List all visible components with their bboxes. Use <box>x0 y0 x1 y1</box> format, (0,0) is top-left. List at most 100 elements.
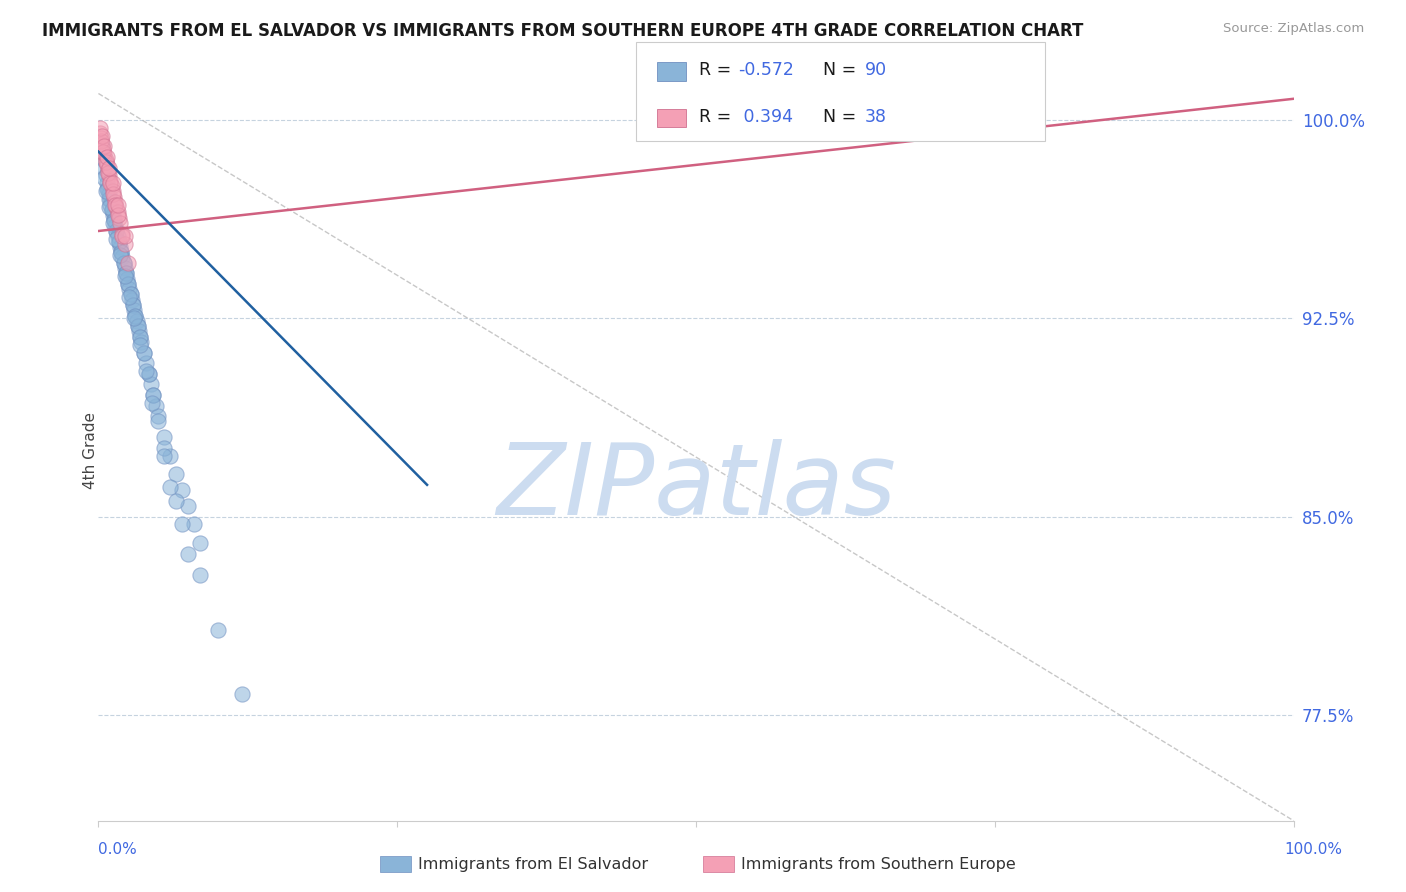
Point <box>91 145 114 159</box>
Point <box>108 216 131 230</box>
Point <box>114 229 136 244</box>
Point <box>110 245 132 260</box>
Point <box>101 177 124 191</box>
Point <box>98 169 121 183</box>
Point <box>124 309 146 323</box>
Point <box>139 377 162 392</box>
Point <box>131 334 153 349</box>
Point <box>159 481 181 495</box>
Point <box>98 177 122 191</box>
Point <box>125 314 148 328</box>
Point <box>96 182 118 196</box>
Point <box>91 136 114 151</box>
Text: 0.394: 0.394 <box>738 108 793 126</box>
Point <box>165 493 187 508</box>
Point <box>172 517 194 532</box>
Point <box>93 147 115 161</box>
Point <box>124 311 146 326</box>
Text: 38: 38 <box>865 108 887 126</box>
Point <box>98 200 121 214</box>
Point <box>117 256 139 270</box>
Point <box>105 224 128 238</box>
Point <box>114 260 136 275</box>
Point <box>91 128 114 143</box>
Point <box>98 197 122 211</box>
Point <box>90 131 112 145</box>
Point <box>96 158 118 172</box>
Point <box>172 483 194 497</box>
Point <box>100 202 122 217</box>
Point <box>107 197 129 211</box>
Point <box>98 161 121 175</box>
Point <box>127 319 149 334</box>
Point <box>145 399 167 413</box>
Point <box>101 208 124 222</box>
Point <box>121 293 143 307</box>
Point <box>91 142 114 156</box>
Point <box>98 192 122 206</box>
Point <box>89 120 111 135</box>
Point <box>177 547 200 561</box>
Point <box>118 282 141 296</box>
Point <box>93 161 115 175</box>
Point <box>188 567 211 582</box>
Point <box>103 197 125 211</box>
Point <box>107 208 129 222</box>
Point <box>110 245 132 260</box>
Point <box>107 235 129 249</box>
Point <box>94 153 117 167</box>
Point <box>111 229 134 244</box>
Point <box>97 182 120 196</box>
Point <box>122 298 145 312</box>
Point <box>115 266 138 280</box>
Point <box>94 185 117 199</box>
Point <box>90 134 112 148</box>
Point <box>148 414 170 428</box>
Point <box>108 248 131 262</box>
Point <box>231 687 253 701</box>
Point <box>127 319 149 334</box>
Text: 100.0%: 100.0% <box>1285 842 1343 856</box>
Point <box>105 200 128 214</box>
Point <box>129 330 152 344</box>
Point <box>107 235 129 249</box>
Point <box>153 449 176 463</box>
Point <box>107 211 129 225</box>
Point <box>93 153 115 167</box>
Text: 0.0%: 0.0% <box>98 842 138 856</box>
Point <box>103 213 125 227</box>
Point <box>159 449 181 463</box>
Point <box>128 325 150 339</box>
Text: Immigrants from El Salvador: Immigrants from El Salvador <box>418 857 648 871</box>
Point <box>94 155 117 169</box>
Point <box>94 169 117 183</box>
Text: R =: R = <box>699 61 737 78</box>
Point <box>107 205 129 219</box>
Point <box>96 177 118 191</box>
Point <box>124 303 146 318</box>
Point <box>135 356 157 370</box>
Point <box>93 171 115 186</box>
Point <box>115 266 138 280</box>
Point <box>104 194 127 209</box>
Text: N =: N = <box>823 61 862 78</box>
Text: -0.572: -0.572 <box>738 61 794 78</box>
Point <box>135 364 157 378</box>
Text: N =: N = <box>823 108 862 126</box>
Point <box>177 499 200 513</box>
Point <box>97 166 120 180</box>
Point <box>101 186 124 201</box>
Point <box>183 517 205 532</box>
Point <box>97 163 120 178</box>
Point <box>142 388 165 402</box>
Point <box>138 367 160 381</box>
Point <box>153 441 176 455</box>
Point <box>122 298 145 312</box>
Point <box>114 268 136 283</box>
Point <box>91 139 114 153</box>
Point <box>114 237 136 252</box>
Point <box>120 287 142 301</box>
Point <box>104 219 127 233</box>
Point <box>120 287 142 301</box>
Point <box>105 224 128 238</box>
